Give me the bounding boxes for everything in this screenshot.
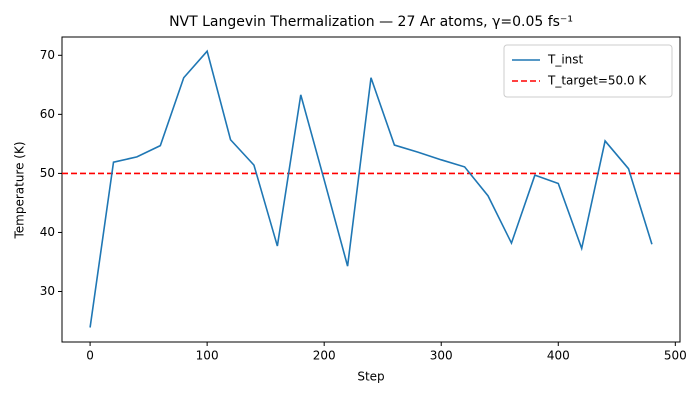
y-tick-label: 40 — [40, 225, 55, 239]
x-tick-label: 500 — [664, 349, 687, 363]
y-tick-label: 50 — [40, 166, 55, 180]
y-tick-label: 70 — [40, 48, 55, 62]
x-tick-label: 400 — [547, 349, 570, 363]
plot-frame — [61, 36, 681, 343]
y-tick-label: 30 — [40, 284, 55, 298]
y-tick-label: 60 — [40, 107, 55, 121]
legend-label: T_inst — [547, 53, 584, 67]
legend-box — [503, 44, 673, 98]
x-axis-label: Step — [357, 370, 384, 384]
x-tick-label: 0 — [86, 349, 94, 363]
data-line — [89, 49, 653, 328]
x-tick-label: 300 — [430, 349, 453, 363]
legend-label: T_target=50.0 K — [547, 74, 647, 88]
y-axis-label: Temperature (K) — [13, 141, 27, 239]
x-tick-label: 200 — [313, 349, 336, 363]
chart-title: NVT Langevin Thermalization — 27 Ar atom… — [169, 14, 573, 30]
x-tick-label: 100 — [196, 349, 219, 363]
